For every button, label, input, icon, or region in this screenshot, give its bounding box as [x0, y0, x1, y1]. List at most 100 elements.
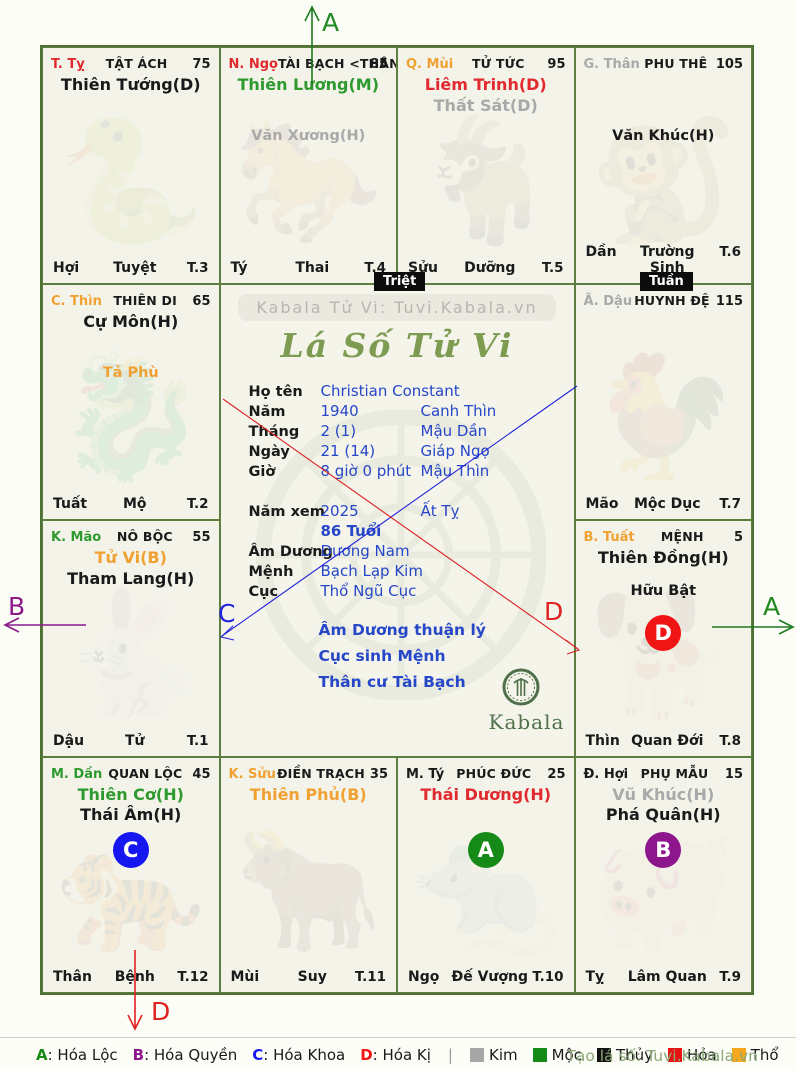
arrow-label-a-top: A: [322, 8, 339, 37]
info-row: Giờ 8 giờ 0 phút Mậu Thìn: [249, 462, 497, 482]
minor-star: Hữu Bật: [630, 583, 697, 599]
life-stage: Dưỡng: [464, 259, 516, 276]
zodiac-watermark-icon: 🐓: [588, 348, 738, 488]
palace-cell-tuất[interactable]: 🐉 C. Thìn THIÊN DI 65 Cự Môn(H) Tả Phù Tuất Mộ T…: [42, 283, 220, 520]
zodiac-watermark-icon: 🐐: [411, 111, 561, 251]
life-stage: Đế Vượng: [451, 969, 528, 985]
palace-header: Ã. Dậu HUYNH ĐỆ 115: [576, 285, 752, 309]
stem-branch-label: C. Thìn: [51, 293, 102, 309]
stem-branch-label: M. Tý: [406, 766, 445, 782]
info-row: 86 Tuổi: [249, 522, 497, 542]
palace-header: Đ. Hợi PHỤ MẪU 15: [576, 758, 752, 782]
element-name: Thổ: [750, 1046, 779, 1064]
earthly-branch: Sửu: [408, 259, 439, 276]
main-star: Thiên Phủ(B): [249, 784, 367, 804]
earthly-branch: Tỵ: [585, 969, 605, 985]
element-color-swatch: [731, 1048, 746, 1062]
palace-score: 95: [547, 57, 566, 72]
info-label: Năm: [248, 403, 286, 420]
palace-cell-dậu[interactable]: 🐇 K. Mão NÔ BỘC 55 Tử Vi(B) Tham Lang(H) Dậu Tử…: [42, 520, 220, 757]
palace-footer: Tỵ Lâm Quan T.9: [586, 969, 742, 985]
destiny-note-line: Thân cư Tài Bạch: [318, 672, 466, 691]
palace-cell-thìn[interactable]: 🐕 B. Tuất MỆNH 5 Thiên Đồng(H) Hữu Bật D Thìn Qu…: [574, 520, 752, 757]
palace-cell-mùi[interactable]: 🐂 K. Sửu ĐIỀN TRẠCH 35 Thiên Phủ(B) Mùi Suy T.1…: [219, 756, 397, 993]
palace-header: G. Thân PHU THÊ 105: [576, 48, 752, 72]
palace-cell-sửu[interactable]: 🐐 Q. Mùi TỬ TỨC 95 Liêm Trinh(D) Thất Sát(D) S…: [397, 47, 575, 284]
legend-element-thủy: Thủy: [596, 1046, 653, 1064]
life-stage: Suy: [297, 969, 327, 985]
palace-cell-hợi[interactable]: 🐍 T. Tỵ TẬT ÁCH 75 Thiên Tướng(D) Hợi Tuyệt T.3: [42, 47, 220, 284]
palace-name: PHU THÊ: [644, 56, 708, 71]
life-stage: Trường Sinh: [640, 243, 695, 276]
info-row: Năm xem 2025 Ất Tỵ: [249, 502, 497, 522]
life-stage: Tử: [124, 732, 145, 749]
palace-cell-tỵ[interactable]: 🐖 Đ. Hợi PHỤ MẪU 15 Vũ Khúc(H) Phá Quân(H) B Tỵ…: [574, 756, 752, 993]
cycle-number: T.10: [532, 969, 564, 985]
earthly-branch: Mùi: [230, 969, 260, 985]
site-credit[interactable]: Tạo lá số: Tuvi.Kabala.vn: [566, 1047, 758, 1065]
birth-info: Họ tên Christian Constant Năm 1940 Canh Thìn…: [249, 382, 497, 602]
palace-cell-ngọ[interactable]: 🐀 M. Tý PHÚC ĐỨC 25 Thái Dương(H) A Ngọ Đế Vượn…: [397, 756, 575, 993]
main-star: Thất Sát(D): [433, 95, 538, 115]
element-name: Hỏa: [687, 1046, 717, 1064]
info-value: Thổ Ngũ Cục: [320, 581, 417, 600]
cycle-number: T.9: [719, 969, 741, 985]
element-name: Mộc: [551, 1046, 582, 1064]
transformation-badge-d: D: [645, 615, 682, 651]
legend-element-kim: Kim: [469, 1046, 518, 1064]
minor-stars: Văn Xương(H): [221, 128, 397, 144]
earthly-branch: Thìn: [585, 732, 620, 749]
palace-cell-dần[interactable]: 🐒 G. Thân PHU THÊ 105 Văn Khúc(H) Dần Trường S…: [574, 47, 752, 284]
stem-branch-label: K. Mão: [51, 530, 102, 545]
info-row: Ngày 21 (14) Giáp Ngọ: [249, 442, 497, 462]
minor-star: Tả Phù: [102, 364, 159, 381]
minor-star: Văn Xương(H): [251, 128, 366, 144]
main-star: Thái Dương(H): [420, 784, 552, 804]
info-extra: Giáp Ngọ: [420, 441, 490, 460]
info-row: Họ tên Christian Constant: [249, 382, 497, 402]
life-stage: Mộ: [122, 496, 147, 512]
destiny-notes: Âm Dương thuận lý Cục sinh Mệnh Thân cư Tà…: [319, 617, 486, 695]
tuan-marker: Tuần: [640, 272, 693, 291]
life-stage: Lâm Quan: [627, 969, 707, 985]
main-star: Thiên Đồng(H): [597, 548, 729, 567]
info-value: 86 Tuổi: [320, 521, 382, 540]
cycle-number: T.7: [719, 496, 741, 512]
palace-cell-mão[interactable]: 🐓 Ã. Dậu HUYNH ĐỆ 115 Mão Mộc Dục T.7: [574, 283, 752, 520]
cycle-number: T.2: [186, 496, 209, 512]
legend-bar: A: Hóa Lộc B: Hóa Quyền C: Hóa Khoa D: Hóa …: [36, 1046, 779, 1064]
stem-branch-label: M. Dần: [51, 766, 103, 782]
main-star: Tử Vi(B): [94, 548, 167, 567]
earthly-branch: Tý: [230, 259, 248, 276]
element-color-swatch: [668, 1048, 683, 1062]
info-extra: Mậu Thìn: [420, 461, 490, 480]
palace-score: 5: [733, 530, 743, 545]
info-extra: Canh Thìn: [420, 401, 497, 420]
info-row: Năm 1940 Canh Thìn: [249, 402, 497, 422]
palace-cell-thân[interactable]: 🐅 M. Dần QUAN LỘC 45 Thiên Cơ(H) Thái Âm(H) C T…: [42, 756, 220, 993]
minor-stars: Hữu Bật: [576, 583, 752, 599]
palace-name: TỬ TỨC: [471, 56, 525, 71]
info-value: 2025: [320, 501, 359, 520]
main-star: Thái Âm(H): [80, 805, 182, 825]
main-stars: Liêm Trinh(D) Thất Sát(D): [398, 75, 574, 117]
legend-hoa-letter: B: [132, 1046, 145, 1064]
main-stars: Thiên Đồng(H): [576, 548, 752, 569]
palace-header: C. Thìn THIÊN DI 65: [43, 285, 219, 309]
legend-hoa-a: A: Hóa Lộc: [36, 1046, 118, 1064]
minor-stars: Tả Phù: [43, 365, 219, 381]
element-color-swatch: [532, 1048, 547, 1062]
legend-hoa-c: C: Hóa Khoa: [252, 1046, 346, 1064]
legend-element-mộc: Mộc: [532, 1046, 582, 1064]
zodiac-watermark-icon: 🐉: [56, 348, 206, 488]
main-star: Cự Môn(H): [83, 311, 179, 331]
palace-footer: Tuất Mộ T.2: [53, 496, 209, 512]
stem-branch-label: Ã. Dậu: [583, 293, 633, 309]
info-value: Christian Constant: [320, 381, 460, 400]
info-value: 21 (14): [320, 441, 376, 460]
stem-branch-label: B. Tuất: [583, 530, 635, 545]
earthly-branch: Tuất: [53, 496, 88, 512]
palace-score: 105: [715, 57, 743, 72]
